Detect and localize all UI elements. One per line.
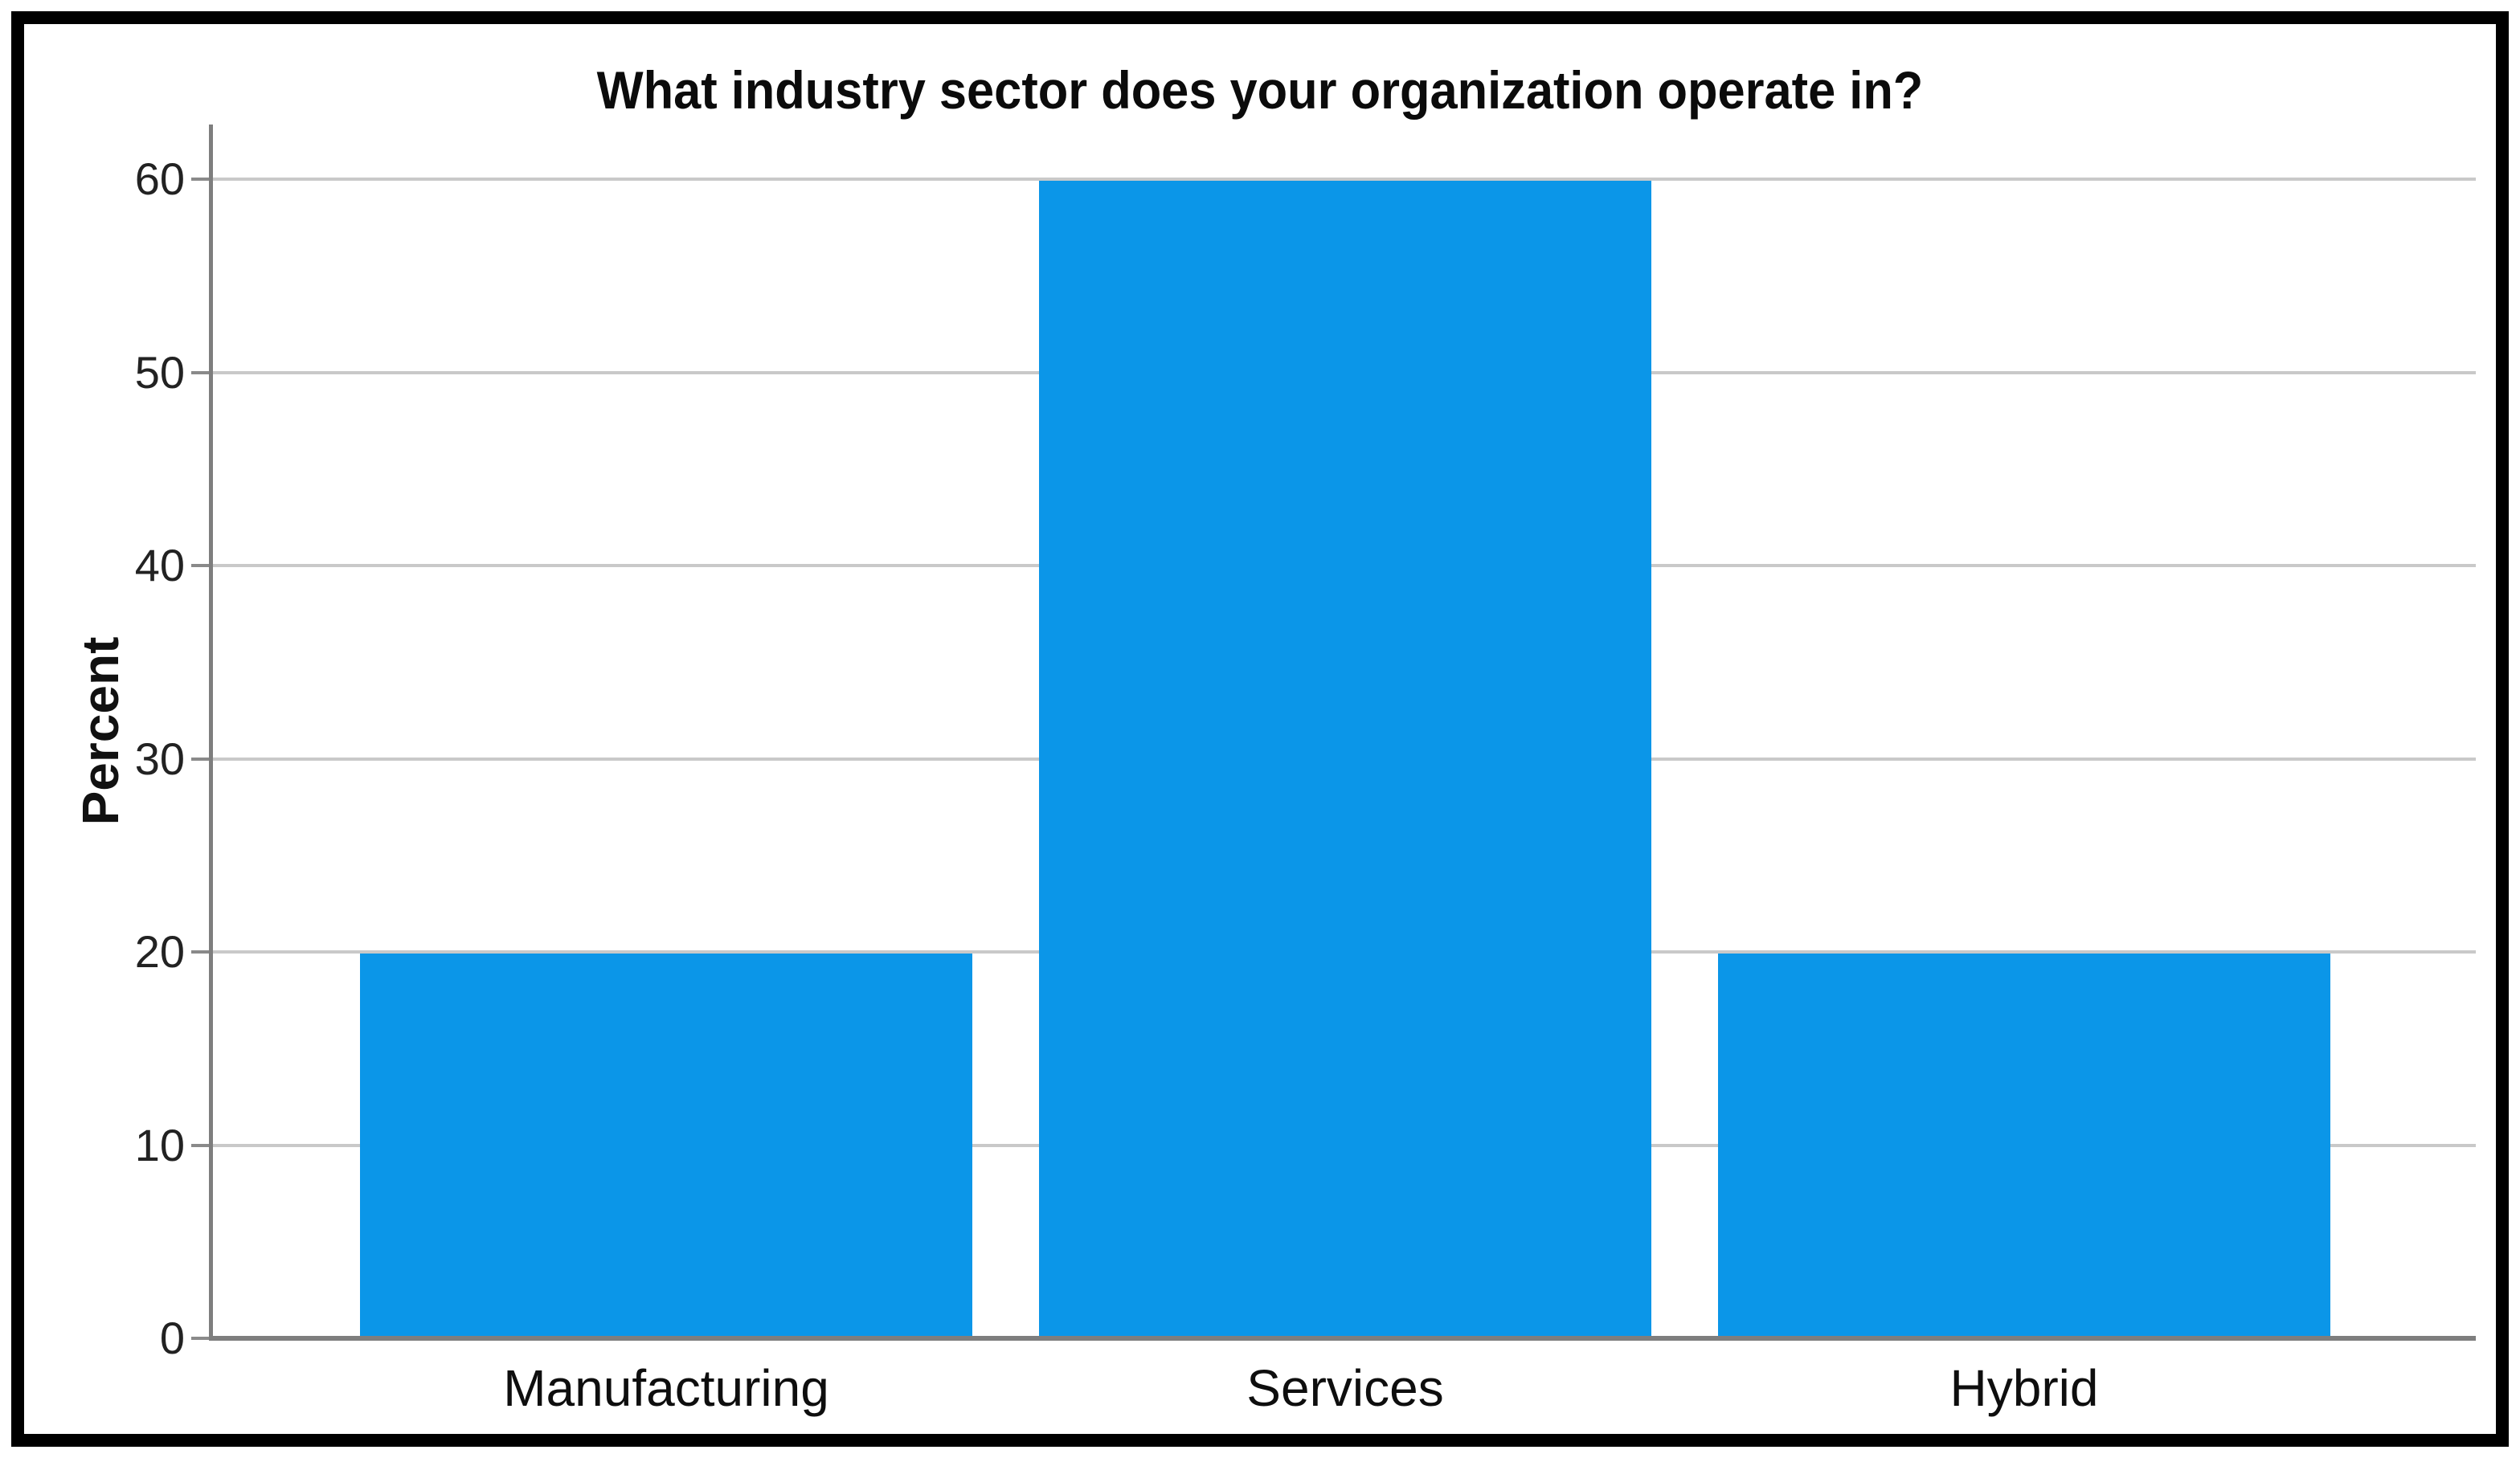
y-tick-mark-50 [191, 370, 209, 374]
y-tick-mark-40 [191, 564, 209, 567]
y-tick-label-0: 0 [159, 1313, 185, 1363]
y-axis-title: Percent [72, 636, 129, 826]
y-tick-mark-0 [191, 1337, 209, 1340]
y-tick-mark-30 [191, 757, 209, 761]
y-tick-mark-10 [191, 1143, 209, 1147]
y-tick-mark-20 [191, 950, 209, 954]
y-tick-label-10: 10 [134, 1119, 185, 1170]
y-axis-line [209, 125, 213, 1341]
x-category-label-hybrid: Hybrid [1949, 1359, 2099, 1417]
chart-title: What industry sector does your organizat… [596, 60, 1924, 120]
y-tick-mark-60 [191, 178, 209, 181]
gridline-60 [212, 178, 2476, 181]
bar-manufacturing [360, 954, 972, 1338]
y-tick-label-40: 40 [134, 540, 185, 590]
bar-hybrid [1718, 954, 2330, 1338]
x-axis-line [209, 1336, 2476, 1341]
bar-services [1039, 181, 1651, 1338]
x-category-label-services: Services [1246, 1359, 1444, 1417]
x-category-label-manufacturing: Manufacturing [503, 1359, 829, 1417]
y-tick-label-50: 50 [134, 346, 185, 398]
y-tick-label-20: 20 [134, 926, 185, 977]
y-tick-label-30: 30 [134, 733, 185, 784]
y-tick-label-60: 60 [134, 153, 185, 204]
